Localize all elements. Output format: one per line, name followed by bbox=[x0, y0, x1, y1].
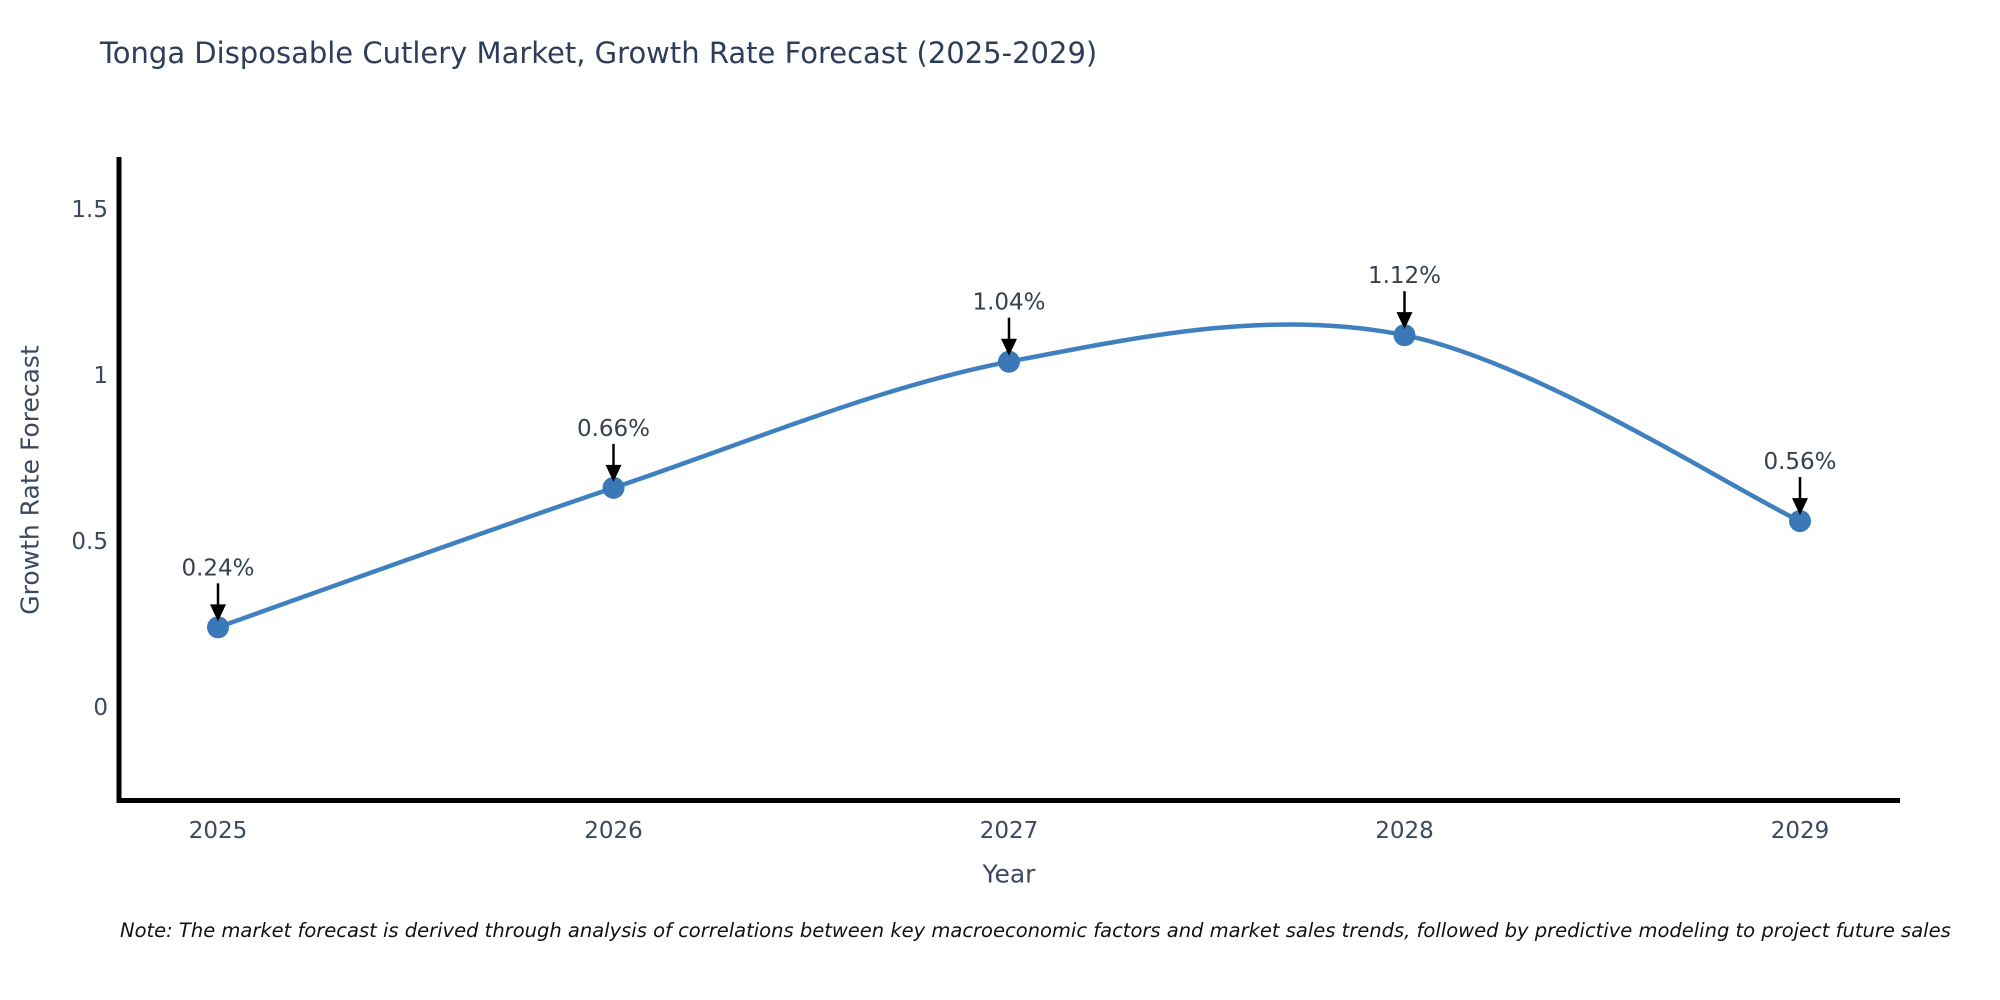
data-point-marker bbox=[602, 476, 625, 499]
point-annotations: 0.24% 0.66% 1.04% 1.12% 0.56% bbox=[181, 263, 1837, 622]
x-axis-title: Year bbox=[982, 859, 1036, 889]
y-tick-label: 1.5 bbox=[71, 197, 108, 223]
annotation-arrowhead bbox=[1001, 338, 1017, 356]
y-tick-label: 0 bbox=[93, 695, 108, 721]
x-tick-label: 2028 bbox=[1375, 818, 1434, 844]
annotation-arrowhead bbox=[605, 464, 622, 482]
data-point-marker bbox=[1393, 324, 1416, 347]
y-tick-label: 0.5 bbox=[71, 529, 108, 555]
data-point-marker bbox=[207, 616, 229, 639]
x-tick-label: 2027 bbox=[980, 818, 1039, 844]
annotation-label: 1.04% bbox=[972, 290, 1045, 316]
line-series bbox=[207, 322, 1811, 639]
annotation-label: 0.56% bbox=[1763, 449, 1836, 475]
annotation-label: 0.24% bbox=[181, 555, 254, 581]
chart-title: Tonga Disposable Cutlery Market, Growth … bbox=[100, 36, 1098, 70]
y-tick-label: 1 bbox=[93, 363, 108, 389]
annotation-label: 0.66% bbox=[577, 416, 650, 442]
annotation-arrowhead bbox=[210, 604, 226, 622]
annotation-label: 1.12% bbox=[1368, 263, 1441, 289]
axis-tick-labels: 0 0.5 1 1.5 2025 2026 2027 2028 2029 bbox=[71, 197, 1829, 844]
annotation-arrowhead bbox=[1396, 312, 1413, 330]
data-point-marker bbox=[1789, 510, 1811, 533]
x-tick-label: 2026 bbox=[584, 818, 643, 844]
data-point-marker bbox=[998, 350, 1020, 373]
x-tick-label: 2029 bbox=[1771, 818, 1830, 844]
chart-note: Note: The market forecast is derived thr… bbox=[120, 919, 1951, 942]
x-tick-label: 2025 bbox=[189, 818, 248, 844]
annotation-arrowhead bbox=[1792, 498, 1808, 516]
